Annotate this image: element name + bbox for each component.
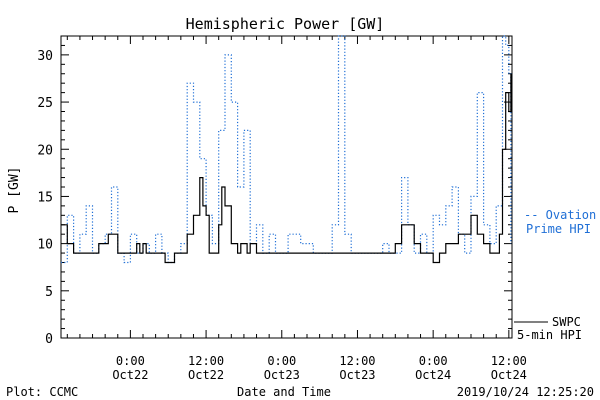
legend-swpc-line2: 5-min HPI — [517, 328, 582, 342]
x-axis: 0:00Oct2212:00Oct220:00Oct2312:00Oct230:… — [66, 36, 527, 382]
x-tick-label: 0:00 — [116, 354, 145, 368]
series-swpc-5min-hpi — [61, 73, 512, 264]
y-axis-label: P [GW] — [7, 167, 22, 214]
footer-timestamp: 2019/10/24 12:25:20 — [457, 385, 594, 399]
y-tick-label: 15 — [37, 190, 53, 205]
x-tick-date-label: Oct24 — [491, 368, 527, 382]
plot-frame — [60, 35, 513, 339]
x-tick-date-label: Oct24 — [415, 368, 451, 382]
x-tick-label: 12:00 — [339, 354, 375, 368]
x-tick-label: 12:00 — [188, 354, 224, 368]
y-tick-label: 10 — [37, 238, 53, 253]
legend-ovation-line2: Prime HPI — [526, 222, 591, 236]
y-tick-label: 20 — [37, 143, 53, 158]
y-tick-label: 25 — [37, 96, 53, 111]
x-tick-date-label: Oct22 — [188, 368, 224, 382]
y-tick-label: 0 — [45, 332, 53, 347]
legend-ovation-line1: -- Ovation — [524, 208, 596, 222]
y-axis: 0 5 10 15 20 25 30 — [37, 35, 512, 347]
x-axis-label: Date and Time — [237, 385, 331, 399]
x-tick-label: 12:00 — [491, 354, 527, 368]
series-layer — [61, 35, 512, 264]
plot-area — [60, 35, 513, 339]
x-tick-label: 0:00 — [419, 354, 448, 368]
y-tick-label: 5 — [45, 285, 53, 300]
series-ovation-prime-hpi — [61, 35, 512, 264]
footer-plot-source: Plot: CCMC — [6, 385, 78, 399]
legend: -- Ovation Prime HPI SWPC 5-min HPI — [514, 208, 596, 342]
x-tick-date-label: Oct22 — [112, 368, 148, 382]
x-tick-date-label: Oct23 — [264, 368, 300, 382]
x-tick-label: 0:00 — [267, 354, 296, 368]
legend-swpc-line1: SWPC — [552, 315, 581, 329]
y-tick-label: 30 — [37, 49, 53, 64]
chart-title: Hemispheric Power [GW] — [186, 15, 385, 33]
x-tick-date-label: Oct23 — [339, 368, 375, 382]
